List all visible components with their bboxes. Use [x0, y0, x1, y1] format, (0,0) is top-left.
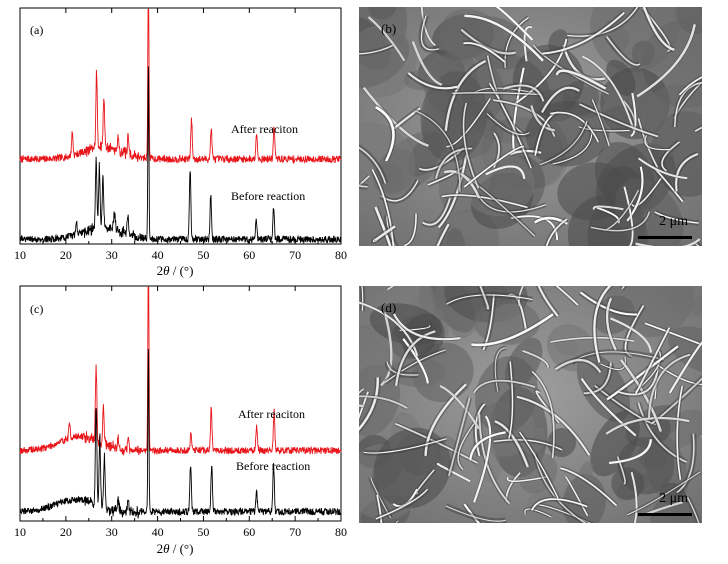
x-tick-label: 30: [106, 525, 118, 539]
x-axis-label: 2θ / (°): [157, 263, 194, 278]
x-tick-label: 10: [14, 525, 26, 539]
x-tick-label: 10: [14, 248, 26, 262]
x-tick-label: 40: [152, 248, 164, 262]
x-tick-label: 60: [243, 248, 255, 262]
xrd-chart-c-svg: 10 20 30 40 50 60 70 80 (c) After reaciton Befo…: [0, 280, 350, 559]
x-axis-label: 2θ / (°): [157, 541, 194, 556]
series-label-after: After reaciton: [231, 122, 298, 136]
x-tick-label: 70: [289, 525, 301, 539]
series-label-before: Before reaction: [231, 189, 305, 203]
series-line-before: [20, 66, 341, 242]
xrd-chart-a: 10 20 30 40 50 60 70 80 (a) After reaciton Befo…: [0, 0, 350, 280]
sem-image-b: (b) 2 μm: [359, 7, 702, 246]
plot-frame: [20, 286, 341, 521]
panel-label: (d): [381, 300, 396, 316]
series-label-before: Before reaction: [236, 459, 310, 473]
panel-label: (b): [381, 21, 396, 37]
sem-micrograph: [359, 7, 702, 246]
x-tick-label: 80: [335, 248, 347, 262]
xrd-chart-a-svg: 10 20 30 40 50 60 70 80 (a) After reaciton Befo…: [0, 0, 350, 280]
scale-bar-label: 2 μm: [659, 214, 688, 230]
x-tick-label: 50: [197, 248, 209, 262]
series-line-after: [20, 9, 341, 162]
panel-label: (c): [30, 302, 43, 316]
x-tick-label: 30: [106, 248, 118, 262]
x-tick-label: 70: [289, 248, 301, 262]
sem-image-d: (d) 2 μm: [359, 286, 702, 523]
panel-label: (a): [30, 23, 43, 37]
x-tick-label: 20: [60, 525, 72, 539]
sem-micrograph: [359, 286, 702, 523]
series-label-after: After reaciton: [238, 407, 305, 421]
xrd-chart-c: 10 20 30 40 50 60 70 80 (c) After reaciton Befo…: [0, 280, 350, 559]
scale-bar: [638, 236, 692, 239]
scale-bar: [638, 513, 692, 516]
x-tick-label: 50: [197, 525, 209, 539]
x-tick-label: 80: [335, 525, 347, 539]
scale-bar-label: 2 μm: [659, 491, 688, 507]
x-tick-label: 40: [152, 525, 164, 539]
x-tick-label: 20: [60, 248, 72, 262]
x-tick-label: 60: [243, 525, 255, 539]
series-line-after: [20, 287, 341, 455]
